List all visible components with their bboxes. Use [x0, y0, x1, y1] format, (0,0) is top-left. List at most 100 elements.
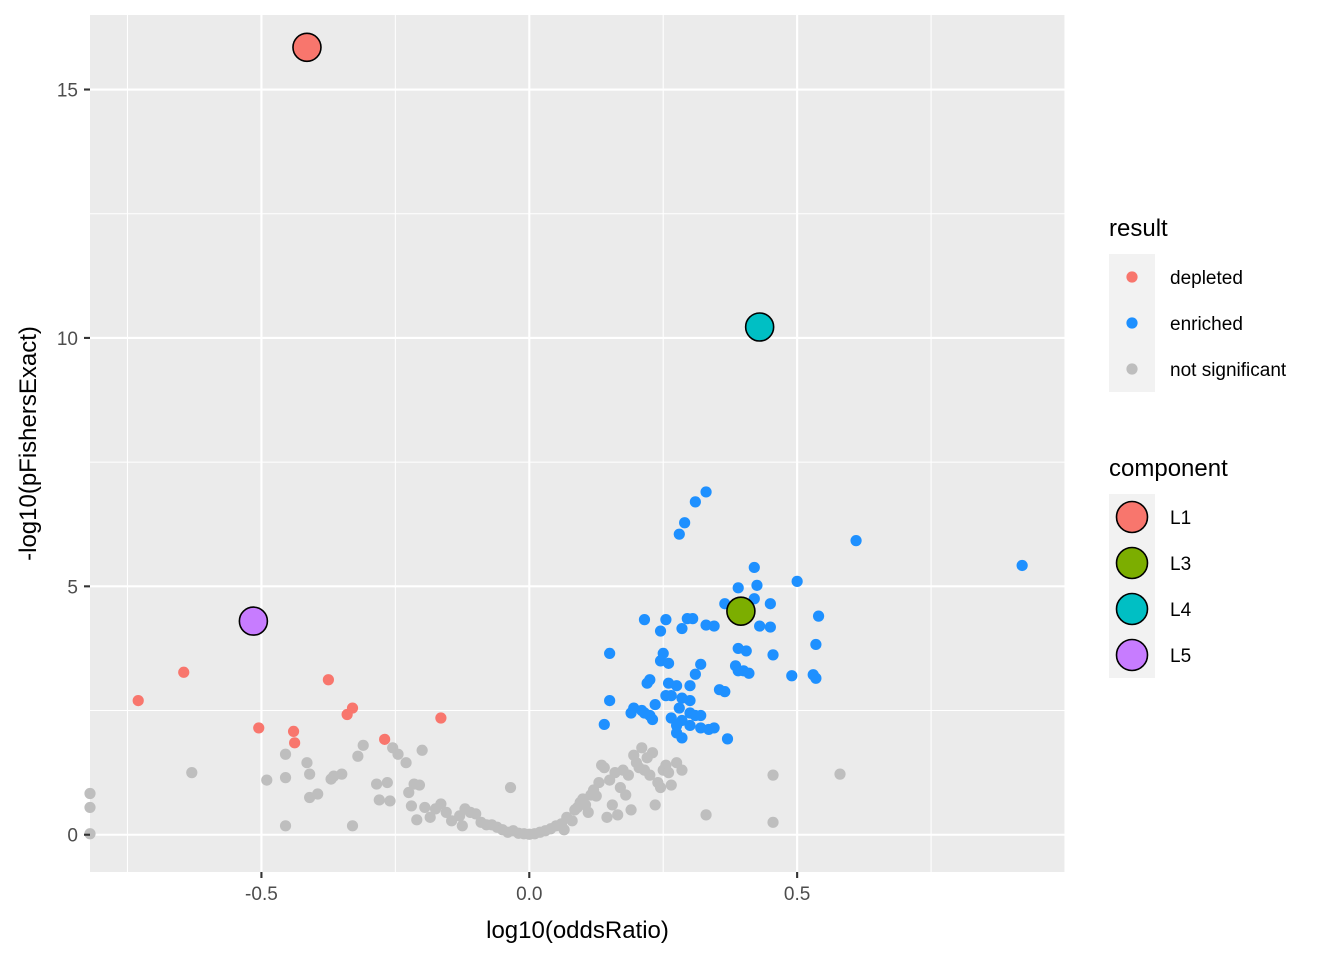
- point-enriched: [754, 620, 766, 632]
- point-enriched: [695, 658, 707, 670]
- point-depleted: [287, 725, 300, 738]
- x-axis-title: log10(oddsRatio): [486, 917, 669, 944]
- point-not-significant: [304, 768, 316, 780]
- point-enriched: [812, 610, 825, 622]
- legend-label-L4: L4: [1170, 600, 1192, 621]
- point-enriched: [641, 677, 653, 689]
- legend-title-result: result: [1109, 215, 1168, 242]
- minor-gridlines: [90, 15, 1066, 872]
- point-not-significant: [413, 779, 426, 791]
- y-tick-label: 0: [67, 826, 78, 847]
- point-depleted: [435, 712, 447, 724]
- point-not-significant: [598, 762, 610, 774]
- component-point-L4: [744, 312, 775, 342]
- point-not-significant: [767, 769, 779, 781]
- x-tick-label: 0.5: [784, 884, 810, 905]
- y-tick-label: 5: [67, 577, 78, 598]
- legend-key-depleted: [1126, 271, 1138, 283]
- point-not-significant: [336, 768, 348, 780]
- legend-label-L5: L5: [1170, 646, 1191, 667]
- point-enriched: [719, 686, 731, 698]
- point-not-significant: [622, 769, 634, 781]
- point-enriched: [676, 622, 688, 635]
- point-not-significant: [416, 744, 428, 756]
- point-enriched: [689, 668, 701, 680]
- x-tick-label: -0.5: [245, 884, 278, 905]
- point-not-significant: [665, 779, 677, 791]
- x-tick-label: 0.0: [516, 884, 542, 905]
- point-enriched: [654, 625, 667, 637]
- point-not-significant: [84, 801, 96, 814]
- y-axis-title: -log10(pFishersExact): [15, 326, 42, 561]
- point-not-significant: [346, 820, 359, 832]
- point-not-significant: [636, 742, 648, 754]
- component-point-L5: [238, 606, 269, 636]
- point-enriched: [665, 690, 677, 702]
- point-not-significant: [470, 808, 482, 820]
- legend-key-L3: [1115, 546, 1149, 580]
- y-tick-label: 15: [57, 81, 78, 102]
- point-not-significant: [186, 767, 198, 779]
- point-not-significant: [662, 767, 675, 779]
- point-not-significant: [279, 772, 292, 784]
- point-not-significant: [606, 799, 618, 811]
- point-not-significant: [558, 824, 570, 836]
- point-enriched: [687, 613, 699, 625]
- y-tick-label: 10: [57, 329, 78, 350]
- point-not-significant: [312, 788, 324, 800]
- point-not-significant: [590, 790, 602, 802]
- legend-title-component: component: [1109, 455, 1228, 482]
- point-not-significant: [84, 787, 96, 800]
- legend-key-L1: [1115, 500, 1149, 534]
- point-enriched: [721, 733, 734, 745]
- point-not-significant: [625, 804, 637, 816]
- point-not-significant: [440, 806, 452, 818]
- point-enriched: [660, 614, 672, 626]
- point-depleted: [132, 695, 144, 707]
- legends: result depleted enriched not significant com…: [1109, 215, 1287, 678]
- point-depleted: [253, 722, 265, 734]
- y-axis: 0 5 10 15: [57, 81, 90, 847]
- point-enriched: [743, 667, 755, 679]
- point-enriched: [625, 707, 637, 719]
- point-enriched: [679, 517, 691, 529]
- point-not-significant: [384, 795, 396, 807]
- point-enriched: [764, 598, 776, 610]
- point-depleted: [346, 702, 359, 714]
- point-enriched: [700, 486, 712, 498]
- point-enriched: [684, 719, 696, 732]
- point-enriched: [732, 665, 744, 677]
- point-not-significant: [456, 820, 468, 832]
- point-enriched: [740, 645, 752, 657]
- point-depleted: [178, 666, 190, 678]
- point-not-significant: [582, 806, 594, 818]
- point-enriched: [810, 638, 822, 651]
- point-not-significant: [593, 776, 605, 789]
- point-not-significant: [357, 739, 369, 751]
- point-enriched: [604, 695, 616, 707]
- point-enriched: [684, 695, 696, 707]
- point-depleted: [289, 737, 301, 749]
- point-not-significant: [424, 811, 436, 823]
- point-enriched: [695, 709, 707, 722]
- point-enriched: [673, 702, 685, 714]
- legend-key-enriched: [1126, 317, 1138, 329]
- point-enriched: [708, 722, 720, 734]
- point-enriched: [638, 614, 651, 626]
- component-point-L3: [726, 596, 756, 626]
- point-enriched: [689, 496, 701, 508]
- point-not-significant: [352, 750, 364, 762]
- highlighted-components: [238, 32, 775, 636]
- point-depleted: [379, 733, 391, 745]
- point-not-significant: [381, 776, 393, 789]
- legend-key-L4: [1115, 592, 1149, 626]
- point-enriched: [786, 670, 798, 682]
- point-not-significant: [700, 809, 712, 821]
- point-enriched: [748, 561, 760, 574]
- point-not-significant: [279, 748, 292, 760]
- point-enriched: [646, 713, 659, 726]
- point-enriched: [732, 582, 744, 594]
- point-enriched: [850, 535, 862, 547]
- point-not-significant: [620, 789, 632, 801]
- point-not-significant: [646, 747, 659, 759]
